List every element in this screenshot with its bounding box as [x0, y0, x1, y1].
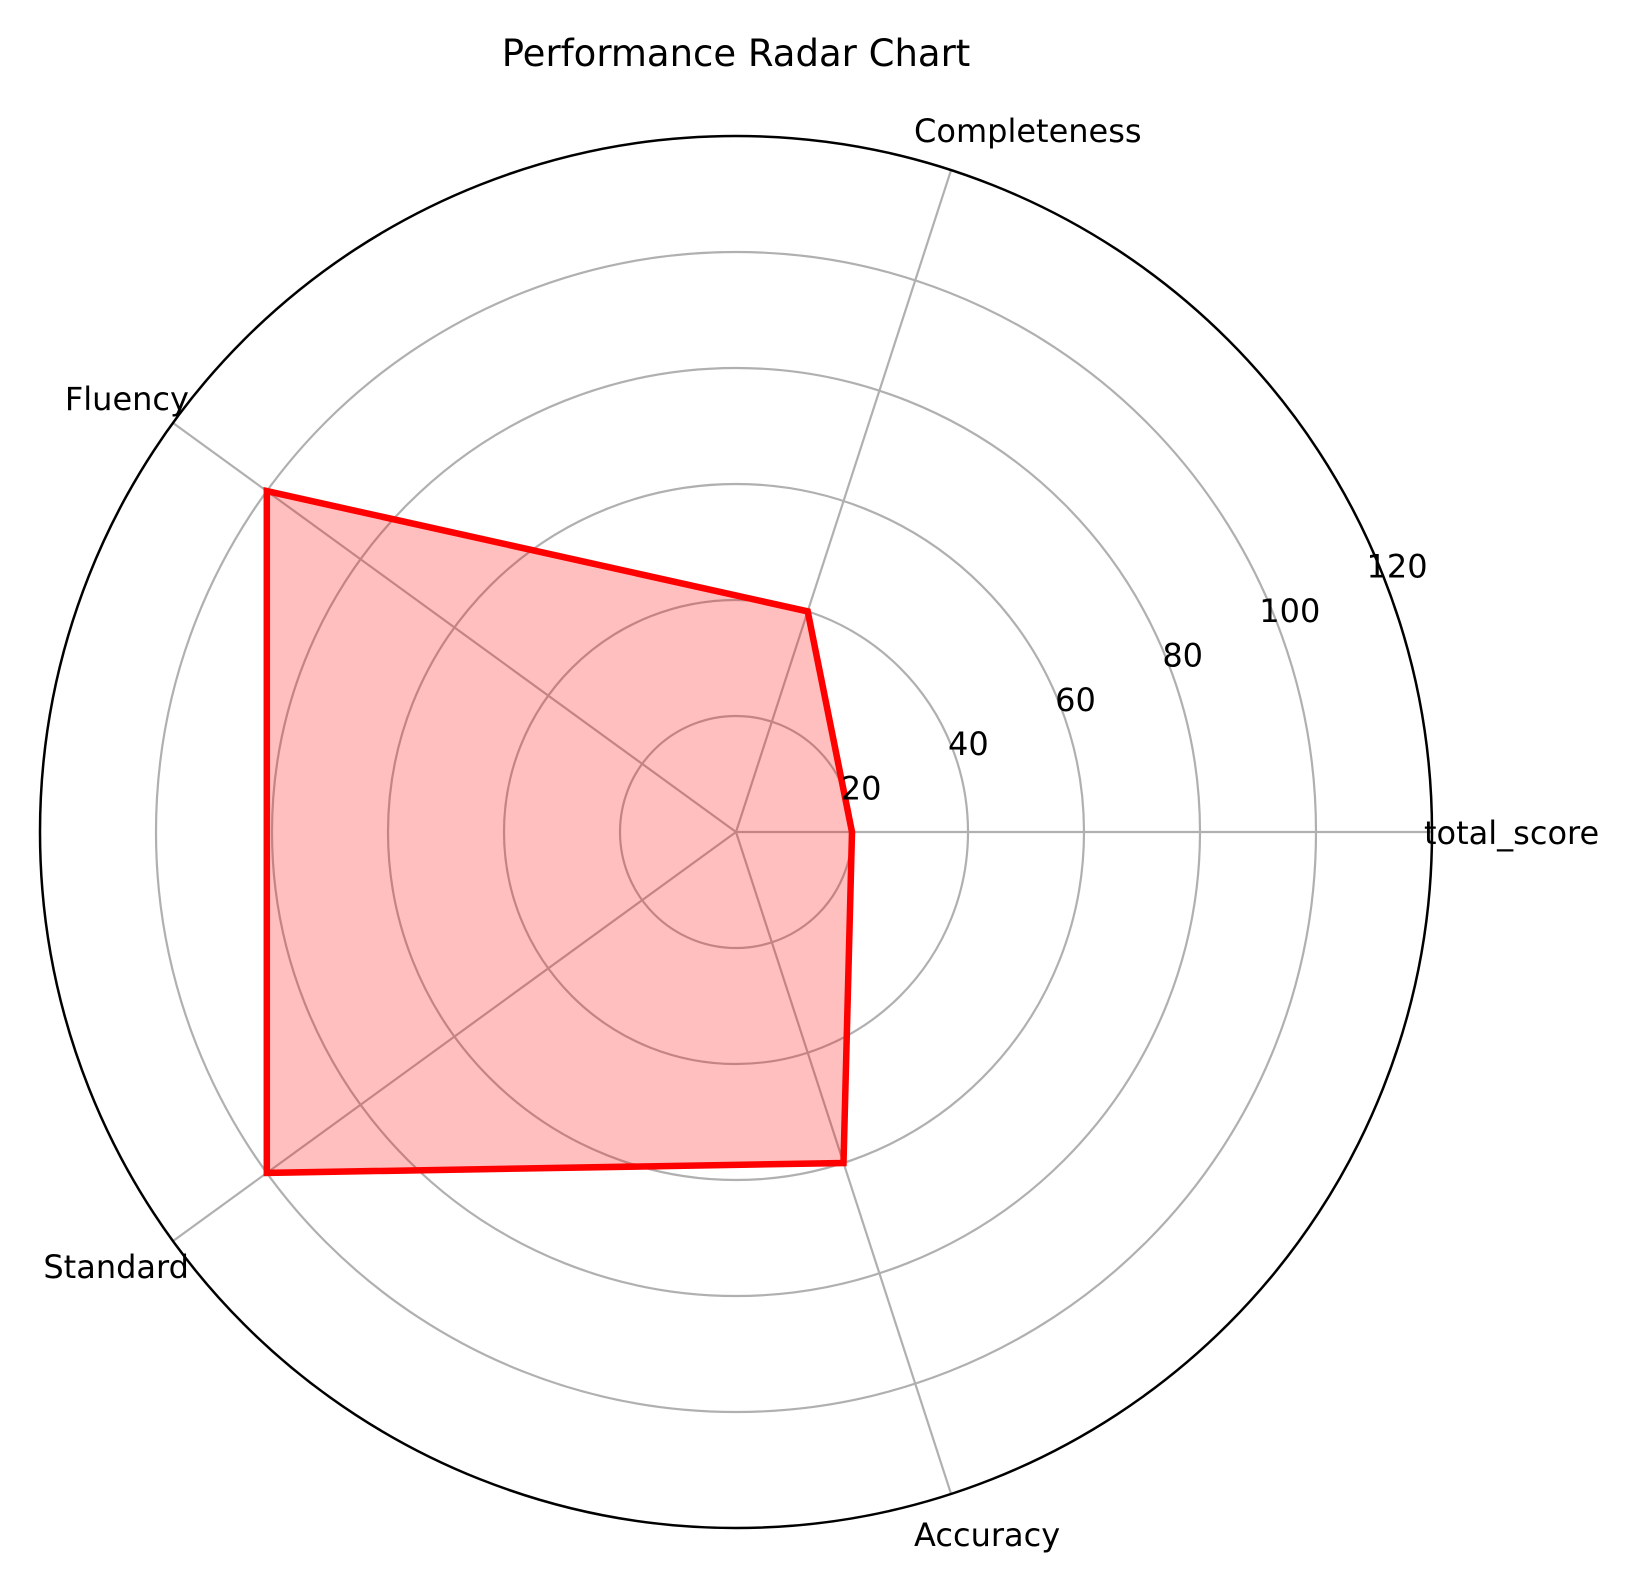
- data-point-2: [266, 490, 268, 492]
- r-tick-label-120: 120: [1366, 548, 1427, 586]
- data-point-4: [843, 1162, 845, 1164]
- r-tick-label-100: 100: [1259, 592, 1320, 630]
- category-label-4: Accuracy: [914, 1516, 1060, 1554]
- category-label-3: Standard: [43, 1248, 189, 1286]
- data-layer: [263, 487, 856, 1177]
- data-point-3: [266, 1172, 268, 1174]
- category-label-1: Completeness: [914, 112, 1142, 150]
- data-point-0: [851, 831, 853, 833]
- r-tick-label-80: 80: [1162, 636, 1203, 674]
- category-label-0: total_score: [1424, 814, 1599, 852]
- r-tick-label-60: 60: [1055, 681, 1096, 719]
- chart-title: Performance Radar Chart: [502, 32, 971, 75]
- category-label-2: Fluency: [65, 380, 189, 418]
- r-tick-label-40: 40: [948, 725, 989, 763]
- data-point-1: [807, 610, 809, 612]
- r-tick-label-20: 20: [841, 770, 882, 808]
- spoke-1: [734, 169, 953, 833]
- data-area: [266, 491, 852, 1173]
- outer-circle: [38, 134, 1434, 1530]
- label-layer: 20 40 60 80 100 120 total_score Completeness Flu…: [43, 112, 1599, 1554]
- data-line: [263, 487, 856, 1177]
